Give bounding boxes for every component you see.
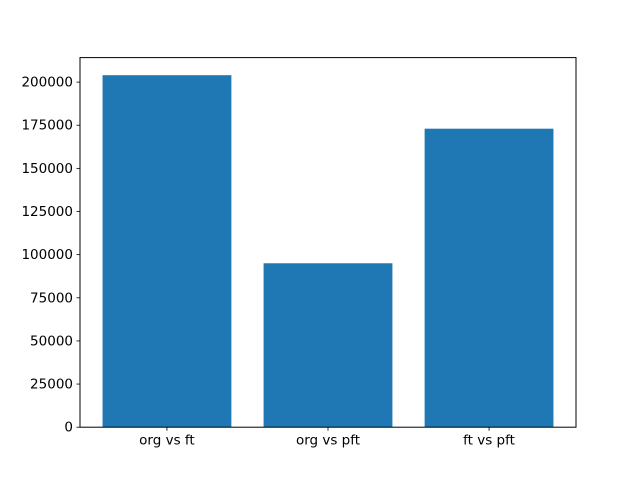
y-tick-label: 25000	[30, 377, 73, 393]
y-tick-label: 100000	[21, 247, 73, 263]
y-tick-label: 0	[64, 420, 73, 436]
y-tick-label: 150000	[21, 161, 73, 177]
y-tick-label: 50000	[30, 333, 73, 349]
bar-ft-vs-pft	[424, 128, 554, 428]
x-tick-label: ft vs pft	[463, 433, 515, 449]
x-tick-label: org vs ft	[139, 433, 195, 449]
x-tick-label: org vs pft	[296, 433, 360, 449]
y-tick-label: 175000	[21, 118, 73, 134]
plot-frame	[79, 57, 577, 428]
y-tick-label: 200000	[21, 75, 73, 91]
bar-org-vs-pft	[263, 263, 393, 428]
y-tick-label: 125000	[21, 204, 73, 220]
y-tick-label: 75000	[30, 290, 73, 306]
bar-org-vs-ft	[102, 75, 232, 428]
